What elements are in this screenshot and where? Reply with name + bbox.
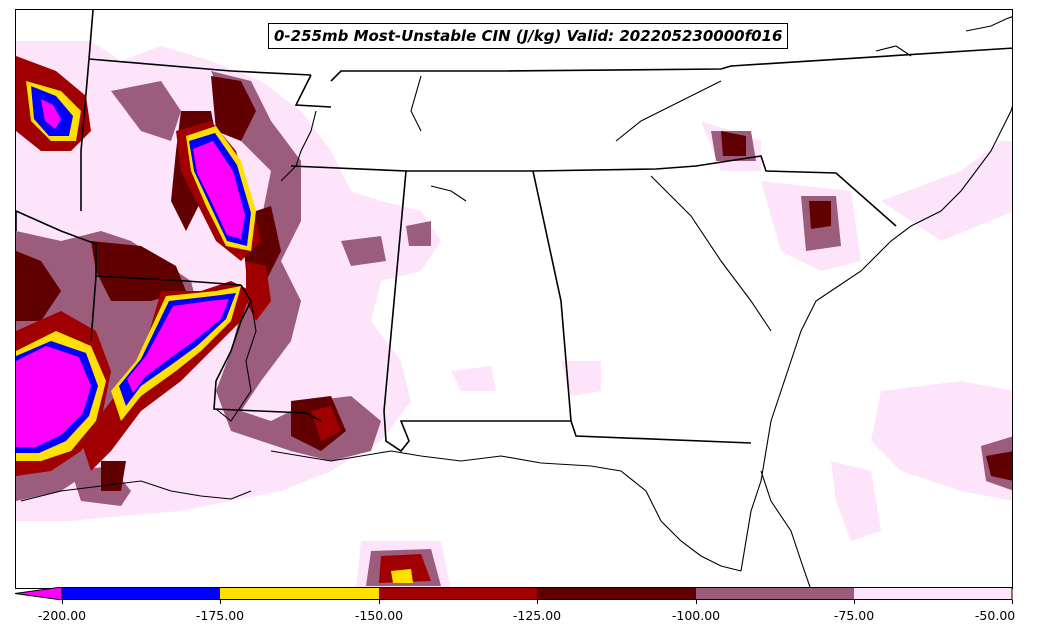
colorbar-tick bbox=[537, 600, 538, 604]
colorbar-tick bbox=[220, 600, 221, 604]
colorbar-extend-arrow bbox=[15, 587, 63, 600]
coastlines bbox=[20, 16, 1012, 588]
colorbar bbox=[15, 587, 1013, 600]
colorbar-outline bbox=[61, 587, 1013, 600]
colorbar-tick bbox=[379, 600, 380, 604]
colorbar-tick bbox=[62, 600, 63, 604]
colorbar-label: -200.00 bbox=[37, 608, 87, 623]
cin-band-magenta bbox=[16, 99, 245, 447]
colorbar-label: -100.00 bbox=[671, 608, 721, 623]
colorbar-label: -75.00 bbox=[833, 608, 875, 623]
colorbar-bin-red bbox=[379, 587, 537, 600]
map-title: 0-255mb Most-Unstable CIN (J/kg) Valid: … bbox=[268, 23, 789, 49]
colorbar-bin-darkred bbox=[537, 587, 696, 600]
colorbar-tick bbox=[854, 600, 855, 604]
colorbar-bin-blue bbox=[62, 587, 220, 600]
colorbar-tick bbox=[1012, 600, 1013, 604]
state-boundaries bbox=[16, 10, 1012, 453]
colorbar-label: -50.00 bbox=[974, 608, 1016, 623]
colorbar-bin-pink bbox=[854, 587, 1012, 600]
colorbar-bin-mauve bbox=[696, 587, 854, 600]
colorbar-bin-yellow bbox=[220, 587, 379, 600]
colorbar-label: -150.00 bbox=[354, 608, 404, 623]
colorbar-tick bbox=[696, 600, 697, 604]
cin-map bbox=[16, 10, 1012, 588]
colorbar-label: -175.00 bbox=[195, 608, 245, 623]
colorbar-label: -125.00 bbox=[512, 608, 562, 623]
map-panel: 0-255mb Most-Unstable CIN (J/kg) Valid: … bbox=[15, 9, 1013, 589]
